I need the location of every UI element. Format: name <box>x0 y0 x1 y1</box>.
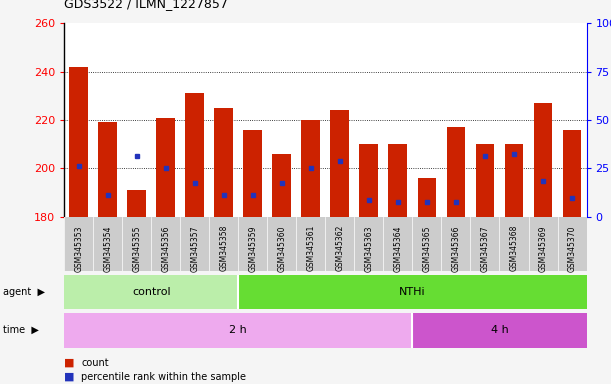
Text: GSM345358: GSM345358 <box>219 225 229 271</box>
Text: GSM345368: GSM345368 <box>510 225 519 271</box>
Text: GSM345357: GSM345357 <box>190 225 199 271</box>
Bar <box>98 122 117 217</box>
Bar <box>238 217 267 271</box>
Text: GSM345354: GSM345354 <box>103 225 112 271</box>
Text: GSM345365: GSM345365 <box>422 225 431 271</box>
Bar <box>127 190 146 217</box>
Bar <box>122 217 152 271</box>
Bar <box>354 217 384 271</box>
Bar <box>69 67 88 217</box>
Bar <box>359 144 378 217</box>
Text: 2 h: 2 h <box>229 325 247 335</box>
Bar <box>563 130 582 217</box>
Text: count: count <box>81 358 109 368</box>
Bar <box>558 217 587 271</box>
Bar <box>180 217 209 271</box>
Text: GSM345370: GSM345370 <box>568 225 577 271</box>
Bar <box>475 144 494 217</box>
Text: GSM345361: GSM345361 <box>306 225 315 271</box>
Bar <box>384 217 412 271</box>
Bar <box>185 93 204 217</box>
Bar <box>296 217 325 271</box>
Bar <box>238 275 587 309</box>
Text: percentile rank within the sample: percentile rank within the sample <box>81 372 246 382</box>
Text: GSM345360: GSM345360 <box>277 225 287 271</box>
Text: GSM345359: GSM345359 <box>248 225 257 271</box>
Bar <box>412 217 441 271</box>
Bar <box>156 118 175 217</box>
Bar <box>441 217 470 271</box>
Text: GSM345362: GSM345362 <box>335 225 345 271</box>
Bar <box>301 120 320 217</box>
Bar <box>325 217 354 271</box>
Text: NTHi: NTHi <box>399 287 426 297</box>
Bar <box>64 217 93 271</box>
Bar <box>209 217 238 271</box>
Text: ■: ■ <box>64 358 75 368</box>
Text: GSM345364: GSM345364 <box>393 225 403 271</box>
Bar <box>505 144 524 217</box>
Bar <box>152 217 180 271</box>
Bar <box>529 217 558 271</box>
Bar <box>268 217 296 271</box>
Text: control: control <box>132 287 170 297</box>
Bar <box>273 154 291 217</box>
Text: GSM345366: GSM345366 <box>452 225 461 271</box>
Text: agent  ▶: agent ▶ <box>3 287 45 297</box>
Text: GSM345355: GSM345355 <box>132 225 141 271</box>
Bar <box>93 217 122 271</box>
Bar <box>447 127 466 217</box>
Bar <box>500 217 529 271</box>
Text: GSM345369: GSM345369 <box>538 225 547 271</box>
Bar <box>214 108 233 217</box>
Bar <box>389 144 408 217</box>
Bar <box>417 178 436 217</box>
Text: 4 h: 4 h <box>491 325 508 335</box>
Bar <box>331 110 349 217</box>
Text: GSM345367: GSM345367 <box>480 225 489 271</box>
Text: ■: ■ <box>64 372 75 382</box>
Text: GSM345353: GSM345353 <box>74 225 83 271</box>
Bar <box>64 313 412 348</box>
Bar <box>533 103 552 217</box>
Text: GDS3522 / ILMN_1227857: GDS3522 / ILMN_1227857 <box>64 0 228 10</box>
Text: GSM345363: GSM345363 <box>364 225 373 271</box>
Text: GSM345356: GSM345356 <box>161 225 170 271</box>
Text: time  ▶: time ▶ <box>3 325 39 335</box>
Bar <box>412 313 587 348</box>
Bar <box>243 130 262 217</box>
Bar <box>64 275 238 309</box>
Bar <box>470 217 500 271</box>
